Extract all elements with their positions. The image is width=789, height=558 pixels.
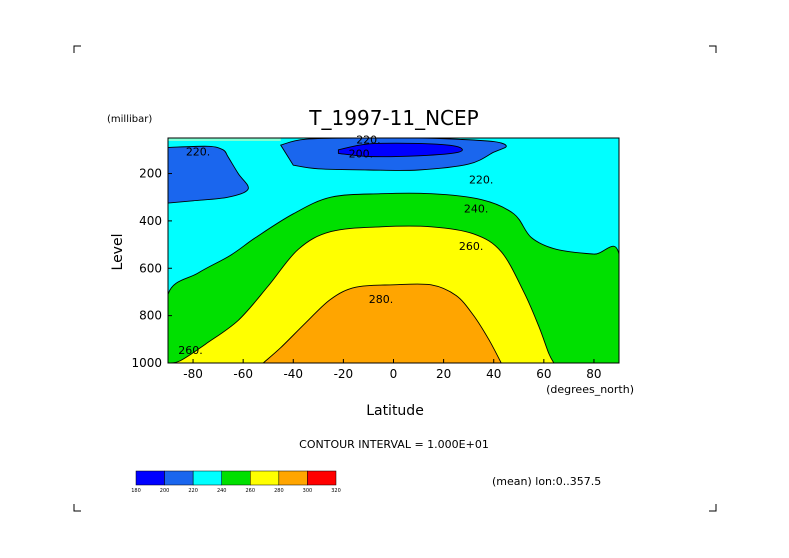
contour-label-6: 280. bbox=[369, 293, 394, 306]
y-axis-label: Level bbox=[110, 234, 126, 271]
x-tick-label-6: 40 bbox=[486, 367, 501, 381]
colorbar-label-4: 260 bbox=[246, 488, 256, 494]
colorbar-swatch-3 bbox=[221, 470, 251, 486]
colorbar-label-5: 280 bbox=[274, 488, 284, 494]
contour-line-240-0 bbox=[168, 192, 619, 363]
colorbar-swatch-0 bbox=[135, 470, 165, 486]
contour-label-3: 220. bbox=[469, 173, 494, 186]
colorbar-swatch-6 bbox=[307, 470, 337, 486]
y-tick-label-4: 1000 bbox=[131, 356, 162, 370]
colorbar-label-7: 320 bbox=[331, 488, 341, 494]
plot-area: 220.220.200.220.240.260.280.260. bbox=[167, 133, 620, 364]
y-units-label: (millibar) bbox=[107, 114, 152, 125]
filled-regions bbox=[168, 138, 619, 363]
y-tick-label-1: 400 bbox=[139, 214, 162, 228]
contour-lines bbox=[168, 138, 619, 363]
contour-line-180-0 bbox=[337, 142, 463, 158]
region-200-0 bbox=[168, 146, 249, 204]
x-tick-label-2: -40 bbox=[283, 367, 303, 381]
x-tick-label-8: 80 bbox=[586, 367, 601, 381]
contour-line-200-1 bbox=[280, 138, 507, 171]
colorbar-label-3: 240 bbox=[217, 488, 227, 494]
chart-title: T_1997-11_NCEP bbox=[308, 106, 478, 130]
contour-label-2: 200. bbox=[349, 147, 374, 160]
colorbar-label-1: 200 bbox=[160, 488, 170, 494]
colorbar-label-2: 220 bbox=[188, 488, 198, 494]
x-axis-ticks: -80 -60 -40 -20 0 20 40 60 80 bbox=[183, 359, 602, 381]
contour-label-1: 220. bbox=[356, 133, 381, 146]
contour-line-280-0 bbox=[262, 283, 502, 363]
colorbar-swatch-4 bbox=[250, 470, 280, 486]
contour-label-0: 220. bbox=[186, 146, 211, 159]
x-tick-label-0: -80 bbox=[183, 367, 203, 381]
mean-lon-text: (mean) lon:0..357.5 bbox=[492, 475, 601, 488]
x-tick-label-5: 20 bbox=[436, 367, 451, 381]
region-280-0 bbox=[263, 283, 502, 363]
contour-label-7: 260. bbox=[178, 344, 203, 357]
colorbar-swatch-2 bbox=[192, 470, 222, 486]
top-edge-band bbox=[168, 138, 281, 141]
colorbar-label-6: 300 bbox=[303, 488, 313, 494]
x-axis-label: Latitude bbox=[366, 403, 424, 419]
contour-line-200-0 bbox=[168, 145, 249, 204]
x-units-label: (degrees_north) bbox=[546, 383, 634, 396]
colorbar-swatch-1 bbox=[164, 470, 194, 486]
y-tick-label-0: 200 bbox=[139, 167, 162, 181]
x-tick-label-4: 0 bbox=[390, 367, 398, 381]
contour-label-5: 260. bbox=[459, 240, 484, 253]
colorbar-swatch-5 bbox=[278, 470, 308, 486]
x-tick-label-3: -20 bbox=[334, 367, 354, 381]
y-tick-label-3: 800 bbox=[139, 309, 162, 323]
contour-line-260-0 bbox=[168, 225, 555, 363]
contour-label-4: 240. bbox=[464, 202, 489, 215]
contour-interval-text: CONTOUR INTERVAL = 1.000E+01 bbox=[299, 438, 489, 451]
x-tick-label-7: 60 bbox=[536, 367, 551, 381]
colorbar-label-0: 180 bbox=[131, 488, 141, 494]
y-tick-label-2: 600 bbox=[139, 261, 162, 275]
region-180-0 bbox=[338, 143, 463, 157]
colorbar: 180 200 220 240 260 280 300 320 bbox=[131, 470, 341, 494]
corner-marks bbox=[73, 45, 717, 512]
x-tick-label-1: -60 bbox=[233, 367, 253, 381]
y-axis-ticks: 200 400 600 800 1000 bbox=[131, 167, 172, 370]
contour-labels: 220.220.200.220.240.260.280.260. bbox=[178, 133, 493, 357]
